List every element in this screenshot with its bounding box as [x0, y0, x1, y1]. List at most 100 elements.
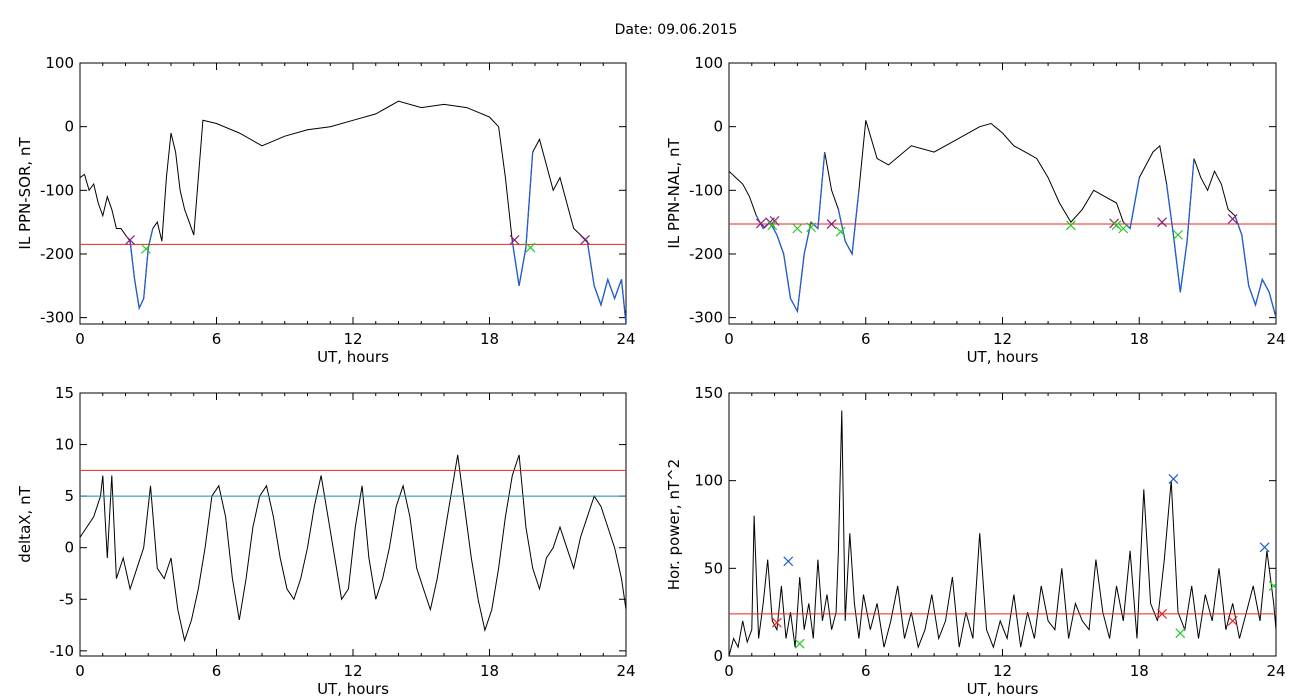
below-threshold-segment [586, 241, 626, 324]
below-threshold-segment [769, 221, 812, 314]
chart-panel-4: 0 6 12 18 24 0 50 100 150 UT, hours Hor. power, nT… [665, 384, 1286, 698]
red-marker [580, 235, 590, 245]
data-layer [80, 100, 626, 324]
y-tick-label: 0 [713, 647, 723, 665]
x-tick-label: 18 [1130, 662, 1149, 680]
y-tick-label: -100 [689, 181, 723, 199]
x-tick-label: 12 [343, 662, 362, 680]
y-axis-label: deltaX, nT [16, 485, 34, 562]
x-axis-label: UT, hours [317, 348, 389, 366]
green-marker [794, 638, 805, 649]
blue-marker [1168, 473, 1179, 484]
y-axis-label: IL PPN-SOR, nT [16, 137, 34, 250]
y-tick-label: -5 [59, 590, 74, 608]
data-layer [729, 410, 1276, 656]
green-marker [1173, 229, 1183, 240]
x-axis-label: UT, hours [967, 348, 1039, 366]
red-marker [509, 235, 520, 245]
red-marker [1227, 616, 1238, 626]
plot-frame [728, 392, 1277, 657]
chart-panel-2: 0 6 12 18 24 -300 -200 -100 0 100 UT, hours IL PPN-… [665, 54, 1286, 366]
y-axis-label: IL PPN-NAL, nT [665, 138, 683, 249]
x-tick-label: 6 [212, 662, 222, 680]
x-tick-label: 18 [1130, 330, 1149, 348]
y-axis-label: Hor. power, nT^2 [665, 459, 683, 590]
x-tick-label: 0 [75, 662, 85, 680]
red-marker [125, 235, 135, 245]
plot-frame [79, 392, 627, 657]
red-marker [1157, 608, 1167, 619]
green-marker [835, 226, 846, 237]
x-tick-label: 6 [861, 662, 871, 680]
x-axis-label: UT, hours [967, 680, 1039, 698]
y-tick-label: 10 [55, 436, 74, 454]
x-tick-label: 24 [1266, 330, 1285, 348]
green-marker [1118, 223, 1129, 234]
blue-marker [1259, 542, 1270, 553]
red-marker [826, 219, 837, 229]
data-layer [80, 454, 626, 643]
y-tick-label: -200 [40, 245, 74, 263]
x-tick-label: 0 [75, 330, 85, 348]
x-tick-label: 18 [480, 662, 499, 680]
y-tick-label: 50 [704, 559, 723, 577]
series-line [729, 410, 1276, 656]
chart-panel-1: 0 6 12 18 24 -300 -200 -100 0 100 UT, hours IL PPN-… [16, 54, 636, 366]
x-tick-label: 24 [1266, 662, 1285, 680]
plot-frame [728, 62, 1277, 325]
data-layer [729, 120, 1276, 318]
plot-frame [79, 62, 627, 325]
x-tick-label: 12 [993, 662, 1012, 680]
y-tick-label: -10 [50, 642, 75, 660]
x-tick-label: 0 [724, 662, 734, 680]
red-marker [1227, 214, 1238, 224]
x-tick-label: 6 [212, 330, 222, 348]
green-marker [792, 223, 803, 234]
y-tick-label: -200 [689, 245, 723, 263]
y-tick-label: -100 [40, 181, 74, 199]
green-marker [1268, 580, 1276, 591]
y-tick-label: 100 [694, 472, 723, 490]
x-tick-label: 18 [480, 330, 499, 348]
x-tick-label: 24 [616, 330, 635, 348]
green-marker [141, 243, 151, 254]
green-marker [806, 222, 816, 233]
y-tick-label: 100 [694, 54, 723, 72]
y-tick-label: 0 [64, 539, 74, 557]
x-tick-label: 24 [616, 662, 635, 680]
below-threshold-segment [1234, 215, 1276, 318]
below-threshold-segment [129, 228, 154, 311]
below-threshold-segment [837, 190, 860, 257]
below-threshold-segment [1165, 158, 1195, 293]
below-threshold-segment [1122, 177, 1140, 230]
green-marker [1175, 628, 1186, 639]
red-marker [1157, 217, 1167, 228]
y-tick-label: 5 [64, 487, 74, 505]
x-tick-label: 12 [993, 330, 1012, 348]
x-tick-label: 6 [861, 330, 871, 348]
y-tick-label: 0 [713, 118, 723, 136]
y-tick-label: -300 [40, 309, 74, 327]
series-line [729, 120, 1276, 318]
chart-panel-3: 0 6 12 18 24 -10 -5 0 5 10 15 UT, hours deltaX, nT [16, 384, 636, 698]
below-threshold-segment [810, 152, 826, 230]
figure-title: Date: 09.06.2015 [615, 22, 738, 38]
green-marker [767, 220, 778, 231]
green-marker [1111, 220, 1122, 231]
red-marker [771, 617, 782, 628]
series-line [80, 100, 626, 324]
y-tick-label: -300 [689, 309, 723, 327]
series-line [80, 454, 626, 643]
x-axis-label: UT, hours [317, 680, 389, 698]
below-threshold-segment [511, 152, 534, 286]
x-tick-label: 0 [724, 330, 734, 348]
y-tick-label: 15 [55, 384, 74, 402]
red-marker [755, 218, 766, 229]
green-marker [525, 242, 536, 253]
y-tick-label: 100 [45, 54, 74, 72]
x-tick-label: 12 [343, 330, 362, 348]
blue-marker [783, 556, 794, 567]
y-tick-label: 0 [64, 118, 74, 136]
green-marker [1065, 220, 1076, 231]
